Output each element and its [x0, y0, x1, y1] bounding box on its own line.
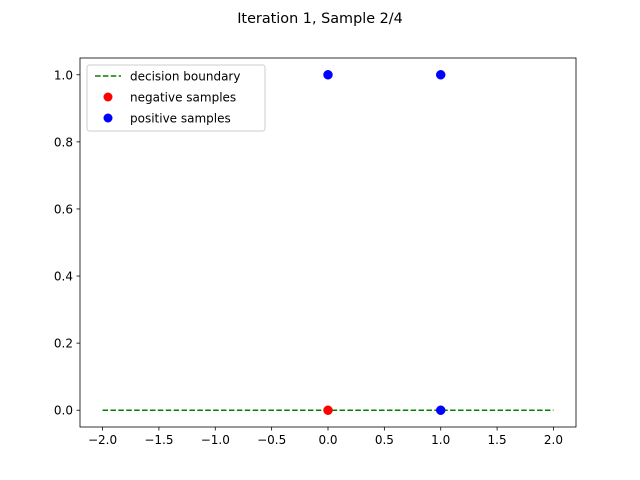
positive-sample-point: [435, 70, 446, 80]
x-tick-label: −1.5: [144, 433, 173, 447]
legend-entry-label: negative samples: [130, 90, 236, 104]
x-tick-label: −1.0: [201, 433, 230, 447]
legend-swatch-marker: [103, 113, 113, 123]
x-tick-label: 1.0: [431, 433, 450, 447]
legend-entry-label: positive samples: [130, 111, 231, 125]
y-tick-label: 1.0: [54, 68, 73, 82]
negative-sample-point: [323, 405, 333, 415]
y-tick-label: 0.2: [54, 337, 73, 351]
y-tick-label: 0.6: [54, 202, 73, 216]
positive-sample-point: [323, 70, 333, 80]
legend-swatch-marker: [103, 92, 113, 102]
y-tick-label: 0.8: [54, 135, 73, 149]
chart-title: Iteration 1, Sample 2/4: [237, 11, 403, 27]
y-tick-label: 0.4: [54, 270, 73, 284]
x-axis: −2.0 −1.5 −1.0 −0.5 0.0 0.5 1.0 1.5 2.0: [88, 427, 563, 447]
x-tick-label: 0.0: [318, 433, 337, 447]
y-tick-label: 0.0: [54, 404, 73, 418]
x-tick-label: −0.5: [257, 433, 286, 447]
legend-entry-label: decision boundary: [130, 69, 240, 83]
x-tick-label: −2.0: [88, 433, 117, 447]
y-axis: 0.0 0.2 0.4 0.6 0.8 1.0: [54, 68, 80, 418]
legend-box: [86, 64, 266, 132]
series-layer: [102, 70, 554, 415]
x-tick-label: 2.0: [544, 433, 563, 447]
x-tick-label: 1.5: [488, 433, 507, 447]
x-tick-label: 0.5: [375, 433, 394, 447]
positive-sample-point: [435, 405, 446, 415]
legend: decision boundary negative samples positiv…: [86, 64, 266, 132]
